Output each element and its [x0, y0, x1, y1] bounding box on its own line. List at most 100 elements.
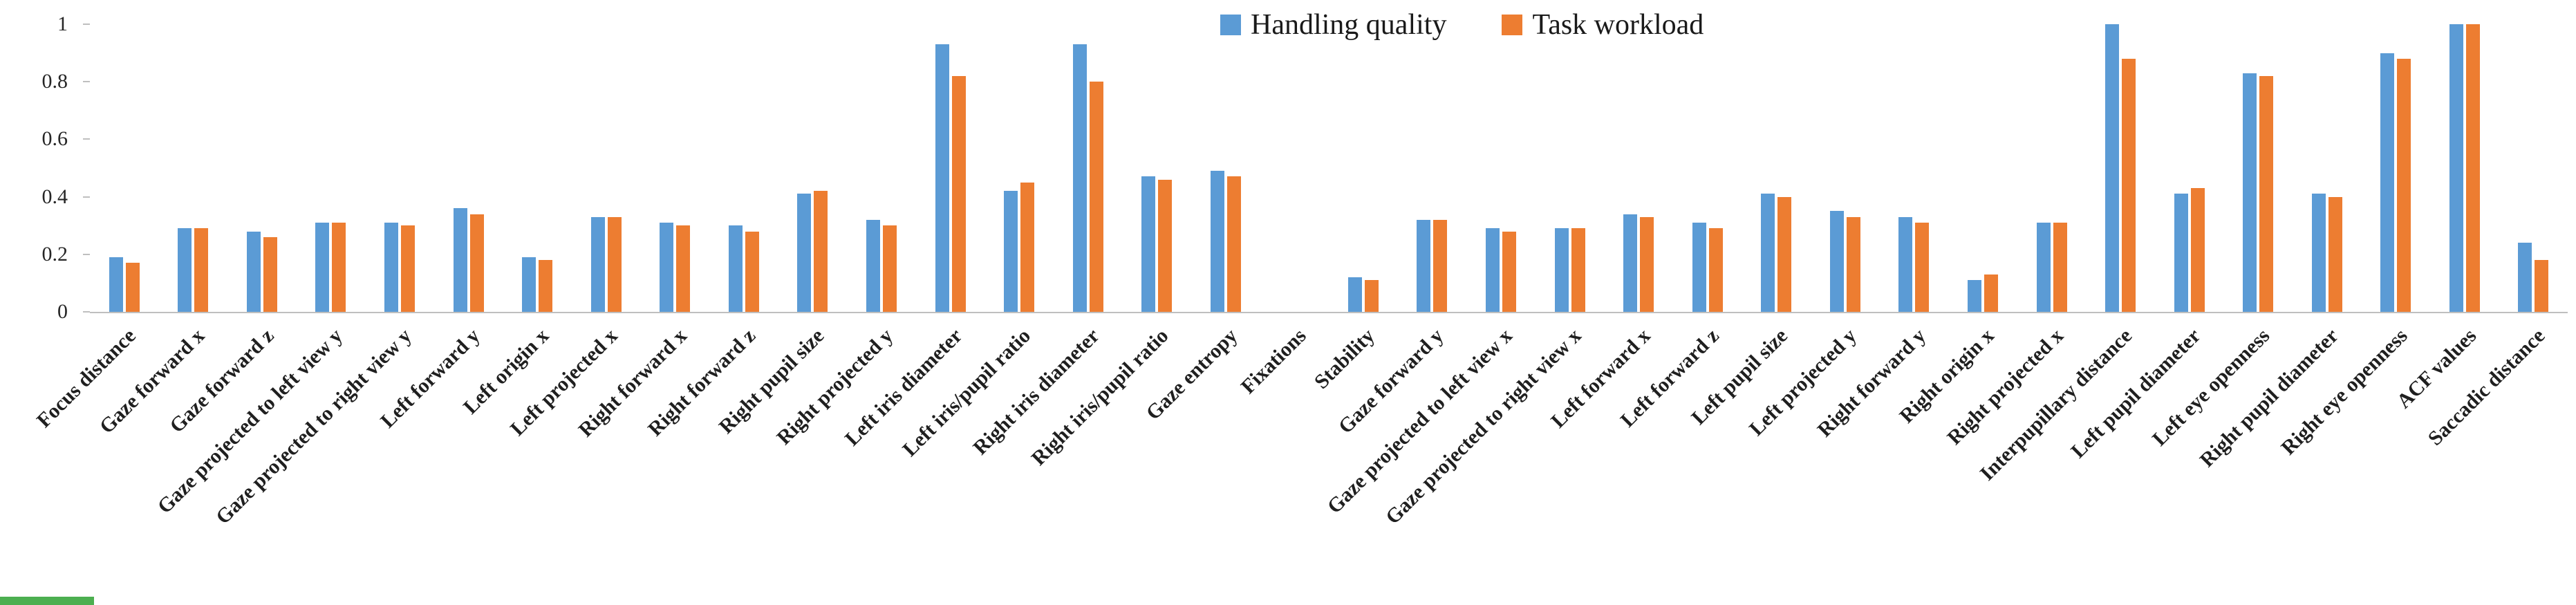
- legend-item-task-workload: Task workload: [1502, 8, 1704, 41]
- bar-group-right-pupil-size: [778, 24, 848, 312]
- category-label: Right iris/pupil ratio: [1027, 324, 1173, 470]
- bar-task-workload: [2465, 24, 2480, 312]
- category-label: Right projected x: [1942, 324, 2068, 449]
- category-label: Right forward z: [643, 324, 760, 441]
- bar-handling-quality: [1072, 44, 1087, 312]
- bar-task-workload: [1846, 216, 1860, 312]
- bar-task-workload: [1226, 176, 1241, 312]
- bar-group-gaze-projected-to-right-view-y: [365, 24, 434, 312]
- chart-legend: Handling quality Task workload: [1220, 8, 1704, 41]
- bar-task-workload: [1364, 280, 1379, 312]
- bar-task-workload: [2397, 58, 2411, 312]
- partial-green-strip: [0, 597, 94, 605]
- bar-handling-quality: [109, 257, 123, 312]
- bar-handling-quality: [1623, 214, 1638, 312]
- bar-task-workload: [951, 75, 966, 312]
- bar-group-right-forward-y: [1880, 24, 1949, 312]
- bar-task-workload: [882, 225, 897, 312]
- category-label: Right pupil diameter: [2195, 324, 2343, 472]
- bar-task-workload: [2328, 196, 2342, 312]
- category-label: ACF values: [2391, 324, 2481, 413]
- bar-group-left-iris-pupil-ratio: [984, 24, 1054, 312]
- bar-handling-quality: [315, 223, 330, 312]
- y-axis-tick-mark: [83, 138, 90, 140]
- y-axis-tick-mark: [83, 196, 90, 198]
- bar-handling-quality: [1347, 277, 1362, 312]
- category-label: Right eye openness: [2277, 324, 2412, 460]
- bar-task-workload: [676, 225, 691, 312]
- bar-task-workload: [1571, 228, 1585, 312]
- bar-handling-quality: [178, 228, 192, 312]
- bar-group-acf-values: [2430, 24, 2499, 312]
- legend-label-handling-quality: Handling quality: [1251, 9, 1447, 41]
- bar-handling-quality: [2243, 73, 2257, 312]
- bar-group-interpupillary-distance: [2086, 24, 2155, 312]
- bar-task-workload: [2535, 260, 2549, 312]
- bar-handling-quality: [1004, 191, 1018, 312]
- y-axis-tick-label: 0.8: [41, 70, 68, 93]
- bar-group-gaze-forward-y: [1398, 24, 1467, 312]
- bar-group-right-pupil-diameter: [2293, 24, 2362, 312]
- category-label: Left origin x: [458, 324, 554, 419]
- bar-task-workload: [2190, 188, 2205, 312]
- bar-handling-quality: [1967, 280, 1981, 312]
- category-label: Left pupil diameter: [2066, 324, 2205, 463]
- bar-task-workload: [539, 260, 553, 312]
- bar-task-workload: [263, 236, 277, 312]
- bar-group-right-origin-x: [1948, 24, 2017, 312]
- bar-handling-quality: [590, 216, 605, 312]
- bar-task-workload: [1158, 179, 1173, 312]
- category-label: Gaze projected to left view x: [1323, 324, 1518, 519]
- y-axis-tick-label: 0.2: [41, 242, 68, 266]
- bar-handling-quality: [522, 257, 536, 312]
- category-label: Right forward y: [1813, 324, 1930, 442]
- bar-handling-quality: [2380, 53, 2395, 312]
- bar-task-workload: [2122, 58, 2136, 312]
- bar-handling-quality: [1141, 176, 1156, 312]
- bar-group-left-eye-openness: [2223, 24, 2293, 312]
- category-label: Left projected x: [506, 324, 623, 440]
- bar-handling-quality: [2449, 24, 2463, 312]
- bar-group-gaze-entropy: [1191, 24, 1260, 312]
- bar-handling-quality: [2518, 243, 2532, 312]
- category-label: Gaze projected to right view x: [1381, 324, 1586, 529]
- bar-handling-quality: [935, 44, 949, 312]
- bar-task-workload: [125, 263, 140, 312]
- bar-handling-quality: [1692, 223, 1706, 312]
- category-label: Gaze forward y: [1334, 324, 1448, 438]
- y-axis-tick-mark: [83, 253, 90, 255]
- category-label: Left forward y: [376, 324, 485, 433]
- bar-task-workload: [1777, 196, 1792, 312]
- y-axis-tick-label: 0.6: [41, 127, 68, 151]
- category-label: Interpupillary distance: [1975, 324, 2137, 485]
- bar-group-left-forward-y: [434, 24, 503, 312]
- category-label: Saccadic distance: [2423, 324, 2550, 450]
- bar-group-left-origin-x: [503, 24, 572, 312]
- bar-handling-quality: [384, 223, 399, 312]
- plot-area: [90, 24, 2568, 313]
- bar-group-gaze-forward-x: [159, 24, 228, 312]
- y-axis-tick-mark: [83, 24, 90, 25]
- y-axis-tick-label: 0: [57, 300, 68, 323]
- bar-group-gaze-projected-to-left-view-y: [297, 24, 366, 312]
- bar-task-workload: [2053, 223, 2067, 312]
- category-label: Fixations: [1236, 324, 1311, 399]
- bar-task-workload: [469, 214, 484, 312]
- category-label: Right pupil size: [714, 324, 829, 438]
- bar-task-workload: [745, 231, 759, 312]
- category-label: Right projected y: [772, 324, 898, 449]
- bar-group-right-iris-diameter: [1054, 24, 1123, 312]
- bar-group-stability: [1329, 24, 1398, 312]
- bar-task-workload: [1708, 228, 1723, 312]
- bar-group-right-eye-openness: [2362, 24, 2431, 312]
- y-axis-tick-mark: [83, 81, 90, 83]
- bar-handling-quality: [1761, 194, 1775, 312]
- category-label: Right iris diameter: [969, 324, 1104, 460]
- category-label: Left pupil size: [1687, 324, 1793, 429]
- bar-handling-quality: [728, 225, 743, 312]
- bar-group-focus-distance: [90, 24, 159, 312]
- bar-task-workload: [194, 228, 209, 312]
- bar-task-workload: [1640, 216, 1654, 312]
- bar-handling-quality: [1898, 216, 1913, 312]
